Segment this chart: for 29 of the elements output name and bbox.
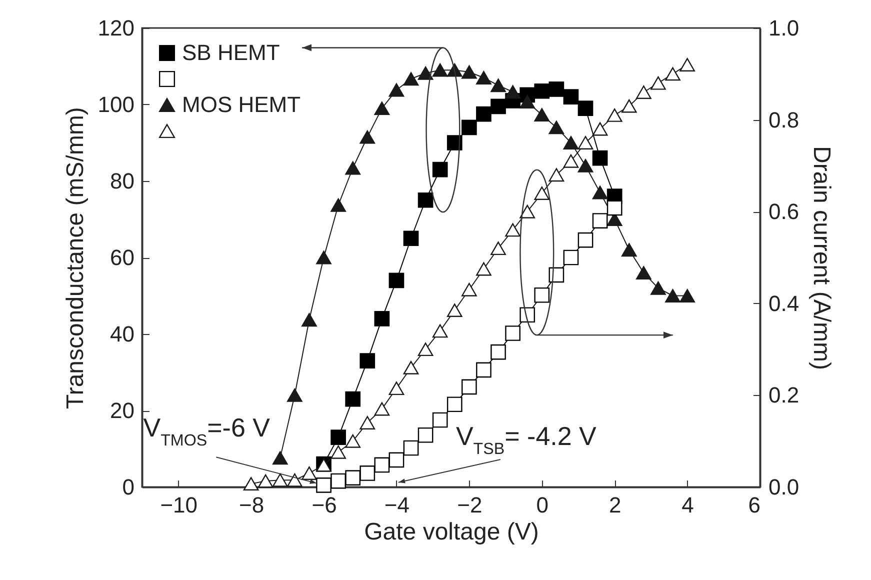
y2-axis-title: Drain current (A/mm)	[808, 146, 836, 370]
legend-label: MOS HEMT	[182, 92, 301, 117]
annotation: V$_{TSB}$= -4.2 V	[456, 420, 598, 458]
x-tick-label: 0	[536, 492, 549, 518]
x-tick-label: −8	[239, 492, 264, 518]
x-tick-label: 6	[748, 492, 760, 518]
y-tick-label: 0	[122, 474, 134, 500]
x-tick-label: −6	[312, 492, 337, 518]
y-tick-label: 40	[110, 322, 134, 346]
y2-tick-label: 0.8	[768, 107, 800, 132]
y2-tick-label: 0.6	[768, 199, 800, 224]
x-axis-title: Gate voltage (V)	[364, 518, 539, 546]
y2-tick-label: 1.0	[768, 16, 800, 40]
y-tick-label: 60	[110, 245, 134, 270]
y-axis-title: Transconductance (mS/mm)	[62, 107, 89, 409]
annotation: V$_{TMOS}$=-6 V	[143, 412, 271, 450]
y-tick-label: 20	[110, 398, 134, 423]
x-tick-label: 4	[682, 492, 694, 518]
y2-tick-label: 0.0	[768, 474, 800, 500]
x-tick-label: 2	[608, 492, 622, 518]
x-tick-label: −4	[384, 492, 410, 518]
x-tick-label: −10	[160, 492, 198, 518]
y-tick-label: 100	[98, 92, 134, 117]
y-tick-label: 80	[110, 168, 134, 194]
y-tick-label: 120	[98, 16, 134, 40]
legend-label: SB HEMT	[182, 40, 280, 65]
y2-tick-label: 0.4	[768, 290, 800, 316]
x-tick-label: −2	[457, 492, 482, 518]
y2-tick-label: 0.2	[768, 382, 800, 408]
